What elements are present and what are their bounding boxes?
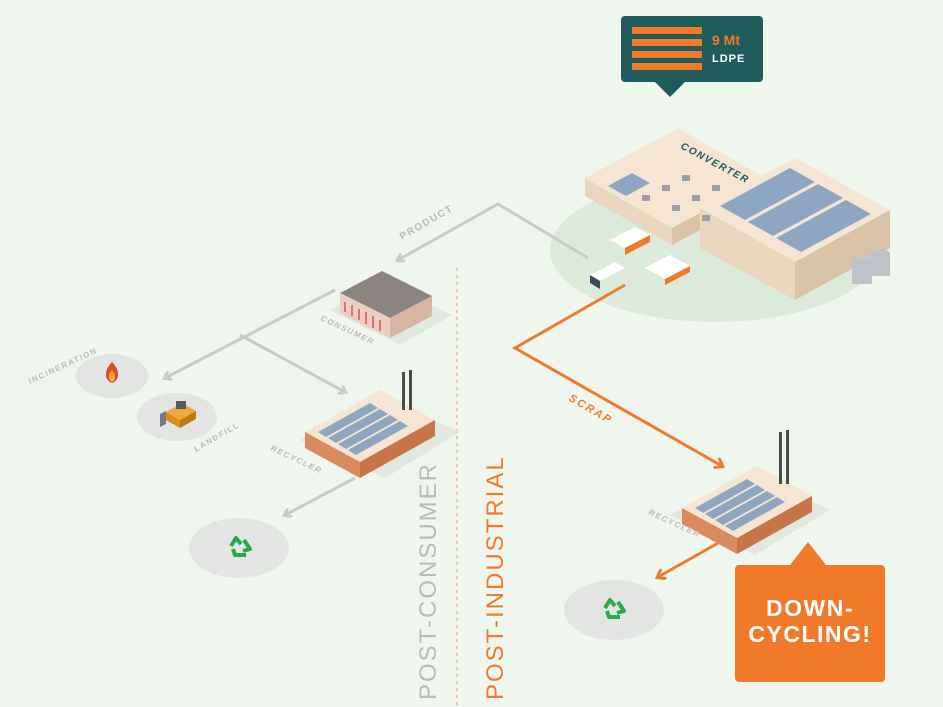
fire-icon (106, 362, 118, 383)
downcycling-line1: DOWN- (766, 595, 854, 621)
scrap-label: SCRAP (567, 392, 615, 427)
converter-building: CONVERTER (585, 128, 890, 300)
recycler-to-recycled-arrow (285, 476, 356, 515)
recycler-to-recycled-orange-arrow (658, 540, 721, 577)
truck-icon (590, 227, 690, 289)
consumer-to-recycler-arrow (239, 333, 345, 392)
post-consumer-label: POST-CONSUMER (415, 462, 442, 700)
downcycling-line2: CYCLING! (748, 621, 871, 647)
stack-icon (632, 27, 702, 34)
badge-material: LDPE (712, 53, 745, 65)
bulldozer-icon (160, 401, 196, 428)
scrap-arrow (511, 283, 722, 466)
recycled-ground-right (564, 580, 664, 640)
recycled-ground-left (189, 518, 289, 578)
ldpe-badge: 9 Mt LDPE (621, 16, 763, 97)
consumer-to-incineration-arrow (165, 288, 336, 378)
downcycling-callout: DOWN- CYCLING! (735, 542, 885, 682)
post-industrial-label: POST-INDUSTRIAL (482, 455, 509, 700)
product-label: PRODUCT (398, 203, 455, 243)
product-arrow (398, 202, 589, 260)
badge-amount: 9 Mt (712, 32, 740, 48)
